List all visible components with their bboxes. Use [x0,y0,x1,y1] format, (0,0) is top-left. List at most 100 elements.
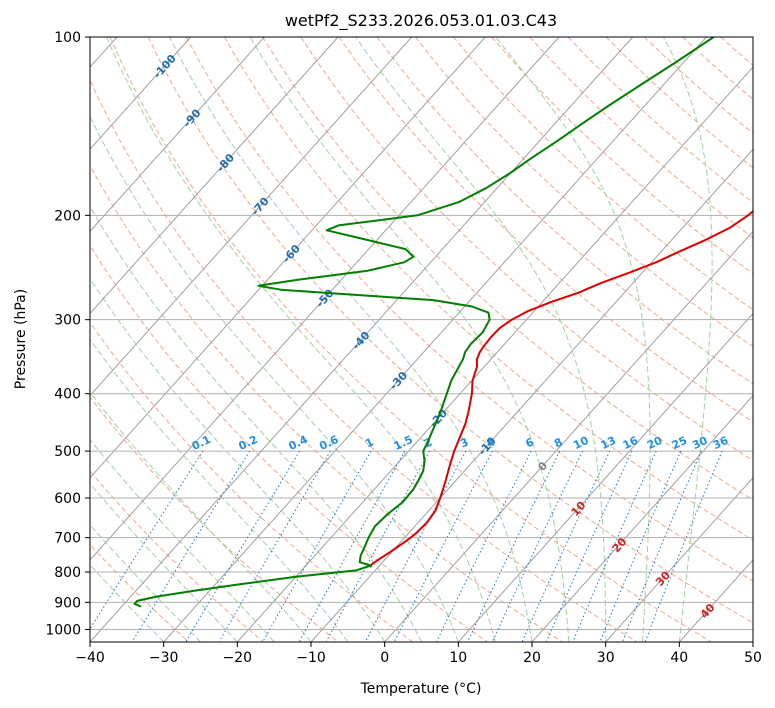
mixing-ratio-line [435,450,532,642]
y-tick-label: 500 [54,444,81,460]
plot-area: -100-90-80-70-60-50-40-30-20-10010203040… [90,37,775,644]
moist-adiabat-line [90,115,459,642]
isotherms [90,37,753,642]
x-tick-label: −20 [223,650,253,666]
mixing-ratio-line [218,450,331,642]
mixing-ratio-line [393,450,493,642]
mixing-ratio-line [491,450,583,642]
x-axis-label: Temperature (°C) [360,681,482,697]
plot-frame [89,36,754,643]
isotherm-line [752,641,753,642]
chart-title: wetPf2_S233.2026.053.01.03.C43 [285,11,557,31]
moist-adiabat-line [662,37,713,642]
mixing-ratio-label: 0.4 [287,433,310,453]
data-series [133,37,753,608]
mixing-ratio-label: 25 [670,434,689,452]
mixing-ratio-line [90,450,204,630]
y-tick-label: 100 [54,30,81,46]
x-axis-ticks: −40 −30 −20 −10 0 10 20 30 40 50 [75,642,762,666]
moist-adiabat-line [90,205,422,642]
isobars [90,37,753,630]
x-tick-label: 10 [449,650,467,666]
mixing-ratio-label: 16 [621,434,641,452]
isotherm-line [457,312,753,642]
dry-adiabat-line [491,37,753,275]
isotherm-line [384,230,753,642]
moist-adiabat-line [90,564,165,642]
y-axis-label: Pressure (hPa) [13,289,29,389]
x-tick-label: −10 [296,650,326,666]
mixing-ratio-line [572,450,657,642]
mixing-ratio-line [262,450,372,642]
isotherm-line [310,148,753,642]
x-tick-label: −40 [75,650,105,666]
dry-adiabat-line [605,37,753,169]
isotherm-line [90,37,339,315]
isotherm-line [236,66,753,642]
mixing-ratio-label: 13 [599,434,618,452]
x-tick-label: 20 [523,650,541,666]
isotherm-line [90,37,265,233]
dry-adiabat-line [185,37,753,582]
moist-adiabat-line [90,438,275,642]
dry-adiabat-line [453,37,753,311]
mixing-ratio-line [185,450,301,642]
y-tick-label: 900 [54,595,81,611]
moist-adiabat-line [169,37,533,642]
mixing-ratio-label: 0.1 [190,433,213,453]
dewpoint-profile-line [133,37,715,608]
isotherm-line [90,37,413,397]
dry-adiabat-line [224,37,753,541]
temperature-profile-line [369,209,753,568]
mixing-ratio-line [325,450,431,642]
isotherm-line [90,37,486,479]
moist-adiabat-line [90,338,349,642]
moist-adiabat-line [355,37,607,642]
y-tick-label: 1000 [45,622,81,638]
moist-adiabat-line [249,37,570,642]
dry-adiabat-line [147,37,753,624]
mixing-ratio-lines [90,450,723,642]
dry-adiabat-line [759,37,775,644]
dry-adiabat-line [90,470,265,642]
y-tick-label: 400 [54,387,81,403]
dry-adiabat-line [262,37,753,501]
isotherm-line [605,477,753,642]
y-tick-label: 800 [54,565,81,581]
moist-adiabat-line [106,37,496,642]
y-tick-label: 200 [54,208,81,224]
mixing-ratio-line [466,450,561,642]
x-tick-label: 30 [597,650,615,666]
moist-adiabat-line [90,524,201,642]
moist-adiabat-line [495,37,651,642]
x-tick-label: 40 [670,650,688,666]
dry-adiabat-line [90,396,340,642]
moist-adiabat-line [90,277,386,642]
isotherm-label: -100 [151,52,179,81]
isotherm-line [163,37,707,642]
isotherm-line [90,37,560,561]
isotherm-line [678,559,753,642]
moist-adiabat-line [90,482,238,642]
mixing-ratio-label: 1 [363,435,375,450]
y-tick-label: 700 [54,531,81,547]
dry-adiabat-line [90,244,489,642]
mixing-ratio-line [599,450,682,642]
mixing-ratio-label: 6 [524,435,537,450]
x-tick-label: −30 [149,650,179,666]
mixing-ratio-label: 10 [571,434,591,452]
y-axis-ticks: 100 200 300 400 500 600 700 800 900 1000 [45,30,90,638]
mixing-ratio-label: 20 [645,434,665,452]
x-tick-label: 0 [380,650,389,666]
isotherm-line [90,37,192,150]
mixing-ratio-line [521,450,611,642]
isotherm-line [90,37,634,642]
mixing-ratio-label: 30 [690,434,710,452]
dry-adiabat-line [414,37,753,348]
isotherm-line [531,394,753,642]
mixing-ratio-label: 36 [711,434,731,452]
y-tick-label: 300 [54,313,81,329]
x-tick-label: 50 [744,650,762,666]
mixing-ratio-line [621,450,702,642]
